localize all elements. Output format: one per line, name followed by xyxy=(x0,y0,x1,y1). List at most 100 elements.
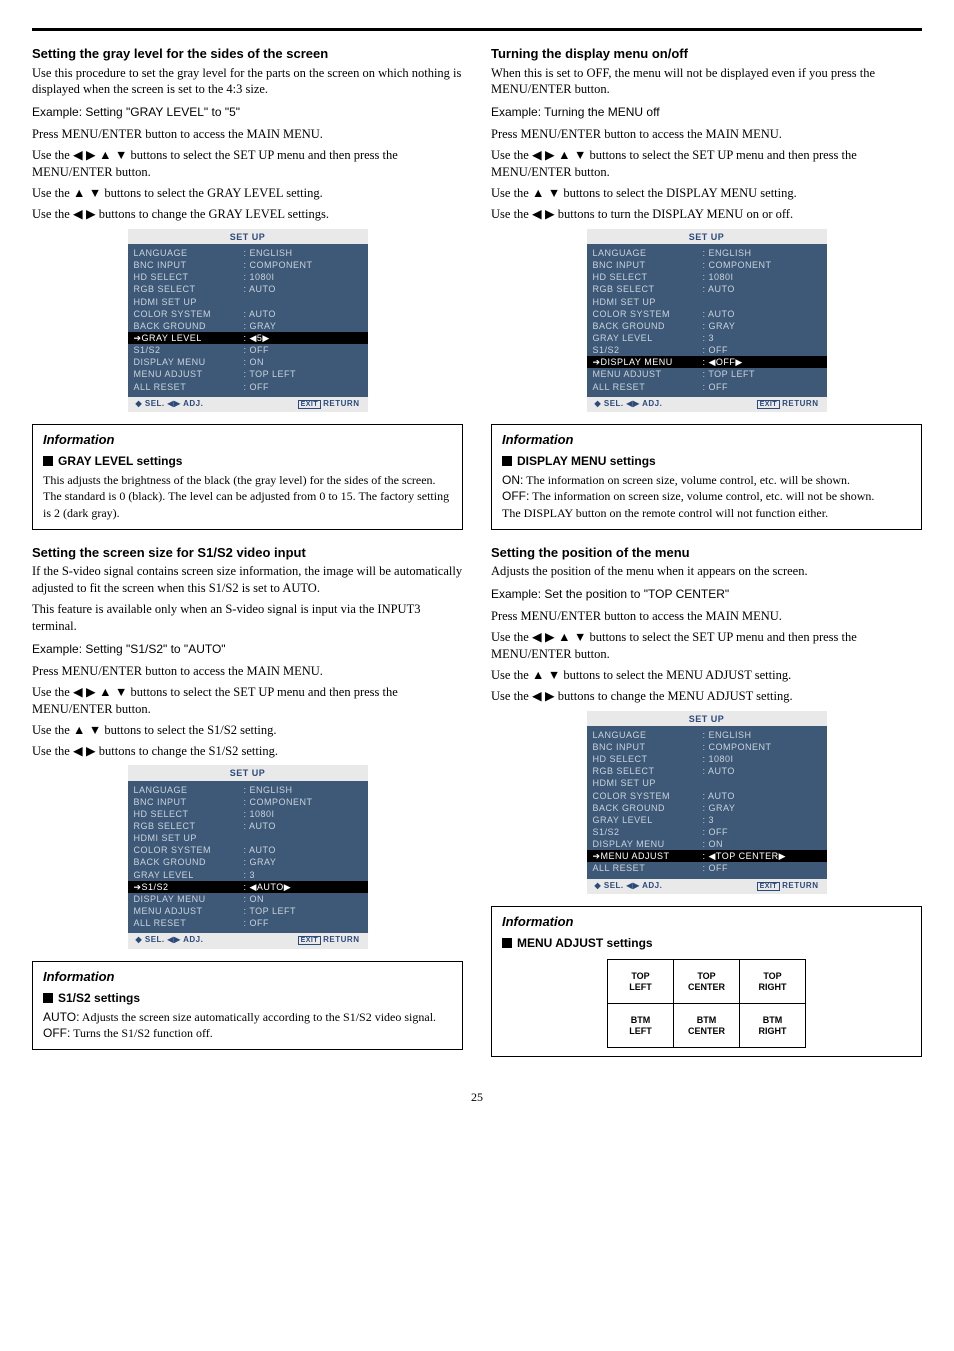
menu-row-label: ALL RESET xyxy=(593,381,703,393)
menu-row: HDMI SET UP xyxy=(593,296,821,308)
label: OFF: xyxy=(43,1026,70,1040)
menu-row: ALL RESET: OFF xyxy=(593,381,821,393)
left-s2-p6: Use the ◀ ▶ buttons to change the S1/S2 … xyxy=(32,743,463,760)
menu-row-value: : OFF xyxy=(244,381,362,393)
menu-row-label: BNC INPUT xyxy=(593,741,703,753)
menu-row: COLOR SYSTEM: AUTO xyxy=(593,308,821,320)
menu-row-label: HD SELECT xyxy=(593,271,703,283)
menu-row-label: LANGUAGE xyxy=(134,784,244,796)
text: Use the xyxy=(32,186,73,200)
info-sub: MENU ADJUST settings xyxy=(502,935,911,951)
arrows-lr-icon: ◀ ▶ xyxy=(73,744,96,758)
menu-footer: ◆ SEL. ◀▶ ADJ.EXITRETURN xyxy=(128,933,368,949)
menu-row: COLOR SYSTEM: AUTO xyxy=(593,790,821,802)
menu-row-value xyxy=(244,296,362,308)
text: buttons to change the MENU ADJUST settin… xyxy=(555,689,793,703)
menu-row-value: : ◀TOP CENTER▶ xyxy=(703,850,821,862)
menu-row-label: ALL RESET xyxy=(134,917,244,929)
menu-footer-left: ◆ SEL. ◀▶ ADJ. xyxy=(136,399,204,410)
arrows-lrud-icon: ◀ ▶ ▲ ▼ xyxy=(532,148,586,162)
menu-row-value: : GRAY xyxy=(703,802,821,814)
info-title: Information xyxy=(43,431,452,449)
menu-body: LANGUAGE: ENGLISHBNC INPUT: COMPONENTHD … xyxy=(587,726,827,879)
menu-row: HD SELECT: 1080I xyxy=(593,753,821,765)
menu-row-label: GRAY LEVEL xyxy=(134,869,244,881)
menu-row: DISPLAY MENU: ON xyxy=(134,893,362,905)
menu-row-value: : GRAY xyxy=(244,856,362,868)
menu-header: SET UP xyxy=(587,711,827,726)
right-s2-p3: Use the ◀ ▶ ▲ ▼ buttons to select the SE… xyxy=(491,629,922,663)
text: The information on screen size, volume c… xyxy=(523,473,850,487)
menu-row-value: : OFF xyxy=(703,344,821,356)
menu-row-label: BNC INPUT xyxy=(593,259,703,271)
info-title: Information xyxy=(502,913,911,931)
text: Use the xyxy=(32,148,73,162)
menu-row-value: : AUTO xyxy=(703,283,821,295)
menu-row-label: RGB SELECT xyxy=(134,283,244,295)
menu-row: RGB SELECT: AUTO xyxy=(134,283,362,295)
menu-row-value: : 1080I xyxy=(244,808,362,820)
menu-row-label: ALL RESET xyxy=(593,862,703,874)
menu-row: RGB SELECT: AUTO xyxy=(593,765,821,777)
menu-row-value xyxy=(703,777,821,789)
menu-footer-right: EXITRETURN xyxy=(757,881,819,892)
menu-row-value: : AUTO xyxy=(703,308,821,320)
right-s1-p5: Use the ◀ ▶ buttons to turn the DISPLAY … xyxy=(491,206,922,223)
left-column: Setting the gray level for the sides of … xyxy=(32,45,463,1071)
right-s1-title: Turning the display menu on/off xyxy=(491,45,922,63)
menu-row-label: BACK GROUND xyxy=(593,802,703,814)
info-text: ON: The information on screen size, volu… xyxy=(502,472,911,488)
arrows-ud-icon: ▲ ▼ xyxy=(532,668,560,682)
menu-row-label: DISPLAY MENU xyxy=(593,838,703,850)
menu-row-label: ➔GRAY LEVEL xyxy=(134,332,244,344)
menu-row: RGB SELECT: AUTO xyxy=(134,820,362,832)
menu-row-value: : ON xyxy=(244,356,362,368)
text: Use the xyxy=(491,148,532,162)
left-menu2-wrap: SET UPLANGUAGE: ENGLISHBNC INPUT: COMPON… xyxy=(32,765,463,949)
menu-row-label: DISPLAY MENU xyxy=(134,356,244,368)
menu-row-label: LANGUAGE xyxy=(593,247,703,259)
arrows-lrud-icon: ◀ ▶ ▲ ▼ xyxy=(532,630,586,644)
position-cell: BTMRIGHT xyxy=(740,1004,806,1048)
menu-row: BNC INPUT: COMPONENT xyxy=(593,259,821,271)
info-text: The standard is 0 (black). The level can… xyxy=(43,488,452,520)
menu-row-value: : OFF xyxy=(703,862,821,874)
menu-row-value: : AUTO xyxy=(244,844,362,856)
left-s1-title: Setting the gray level for the sides of … xyxy=(32,45,463,63)
menu-footer-left: ◆ SEL. ◀▶ ADJ. xyxy=(595,399,663,410)
menu-row-label: BACK GROUND xyxy=(593,320,703,332)
menu-row: BACK GROUND: GRAY xyxy=(593,802,821,814)
menu-row-value xyxy=(244,832,362,844)
menu-footer-left: ◆ SEL. ◀▶ ADJ. xyxy=(136,935,204,946)
position-cell: TOPLEFT xyxy=(608,960,674,1004)
menu-row-value: : ◀5▶ xyxy=(244,332,362,344)
text: Use the xyxy=(32,744,73,758)
menu-row: LANGUAGE: ENGLISH xyxy=(593,729,821,741)
menu-footer-right: EXITRETURN xyxy=(757,399,819,410)
position-cell: BTMCENTER xyxy=(674,1004,740,1048)
menu-row-label: RGB SELECT xyxy=(134,820,244,832)
menu-row-value: : 1080I xyxy=(703,271,821,283)
text: Use the xyxy=(491,630,532,644)
menu-row-label: HDMI SET UP xyxy=(593,296,703,308)
right-info1: Information DISPLAY MENU settings ON: Th… xyxy=(491,424,922,529)
menu-row: LANGUAGE: ENGLISH xyxy=(134,247,362,259)
menu-row-label: HDMI SET UP xyxy=(593,777,703,789)
right-s2-p4: Use the ▲ ▼ buttons to select the MENU A… xyxy=(491,667,922,684)
menu-row-label: HD SELECT xyxy=(134,271,244,283)
arrows-ud-icon: ▲ ▼ xyxy=(73,186,101,200)
right-info2: Information MENU ADJUST settings TOPLEFT… xyxy=(491,906,922,1057)
left-s1-p2: Press MENU/ENTER button to access the MA… xyxy=(32,126,463,143)
menu-row-value: : OFF xyxy=(703,381,821,393)
menu-row-label: LANGUAGE xyxy=(134,247,244,259)
info-text: The DISPLAY button on the remote control… xyxy=(502,505,911,521)
text: buttons to select the S1/S2 setting. xyxy=(101,723,276,737)
menu-row-value: : ENGLISH xyxy=(703,729,821,741)
arrows-ud-icon: ▲ ▼ xyxy=(532,186,560,200)
info-sub: GRAY LEVEL settings xyxy=(43,453,452,469)
menu-row-value: : AUTO xyxy=(703,790,821,802)
menu-row: GRAY LEVEL: 3 xyxy=(593,332,821,344)
menu-row-value: : OFF xyxy=(244,917,362,929)
menu-row: GRAY LEVEL: 3 xyxy=(593,814,821,826)
menu-row: RGB SELECT: AUTO xyxy=(593,283,821,295)
